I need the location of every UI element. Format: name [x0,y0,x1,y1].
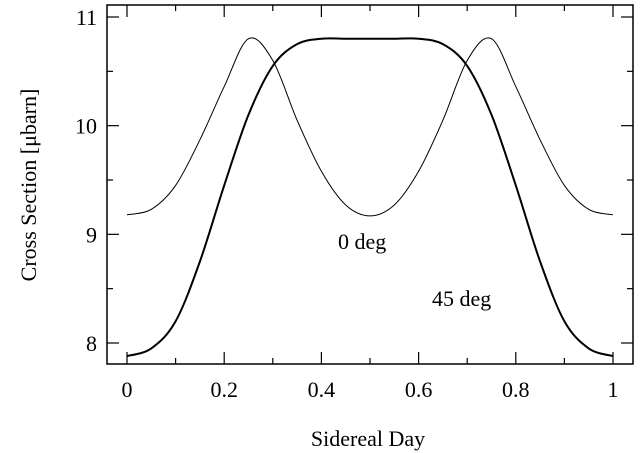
y-tick-label: 11 [76,5,97,30]
x-tick-label: 0.4 [308,377,336,402]
ticks [107,5,633,364]
x-tick-label: 0.8 [502,377,530,402]
series-label-45-deg: 45 deg [432,286,491,311]
series-line-45-deg [126,37,614,358]
series-label-0-deg: 0 deg [338,229,386,254]
tick-labels: 0 0.2 0.4 0.6 0.8 1 8 9 10 11 [75,5,619,402]
x-tick-label: 1 [608,377,619,402]
series-line-0-deg [126,37,614,217]
y-axis-label: Cross Section [μbarn] [16,89,41,282]
y-tick-label: 8 [86,331,97,356]
x-tick-label: 0.6 [405,377,433,402]
y-tick-label: 9 [86,222,97,247]
plot-frame [106,4,634,365]
y-tick-label: 10 [75,114,97,139]
x-tick-label: 0.2 [210,377,238,402]
x-tick-label: 0 [122,377,133,402]
x-axis-label: Sidereal Day [311,426,425,451]
series-lines [126,37,614,358]
